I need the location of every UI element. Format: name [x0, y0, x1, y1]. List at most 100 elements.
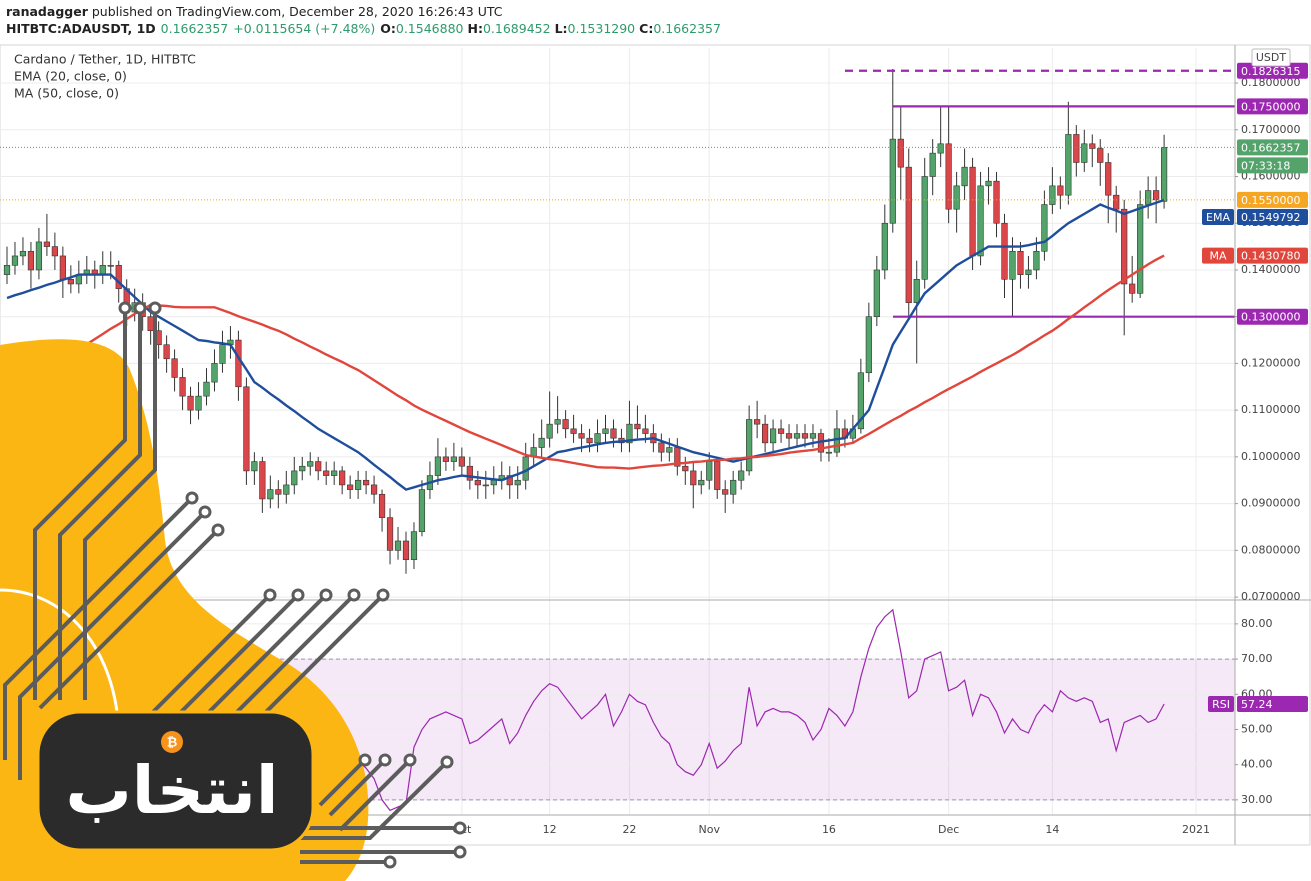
candle-body [51, 246, 58, 257]
candle-body [666, 447, 673, 453]
price: 0.1662357 [161, 21, 229, 36]
series-last-label-bg [1237, 247, 1308, 264]
candle-body [1025, 269, 1032, 275]
x-tick-label: 22 [622, 823, 636, 836]
logo-arc [0, 588, 120, 721]
circuit-end [211, 523, 225, 537]
y-tick-label: 70.00 [1241, 652, 1273, 665]
candle-body [355, 479, 362, 490]
candle-body [897, 138, 904, 168]
circuit [33, 308, 127, 700]
y-tick-label: 0.0800000 [1241, 543, 1301, 556]
circuit-end [198, 505, 212, 519]
level-label-bg [1237, 62, 1308, 79]
candle-body [785, 433, 793, 439]
candle-body [993, 180, 1000, 224]
header-line-2: HITBTC:ADAUSDT, 1D 0.1662357 +0.0115654 (+… [6, 21, 721, 36]
candle-body [1041, 204, 1048, 252]
candle-body [474, 479, 481, 486]
candle-body [602, 428, 609, 434]
series-line [6, 198, 1165, 491]
circuit [38, 528, 220, 710]
candle-body [99, 264, 106, 275]
series-last-label: 0.1430780 [1241, 250, 1301, 263]
candle-body [658, 442, 665, 453]
level-label: 0.1826315 [1241, 65, 1301, 78]
x-tick-label: 14 [1045, 823, 1059, 836]
y-tick-label: 40.00 [1241, 758, 1273, 771]
candle-body [913, 279, 920, 303]
candle-body [1049, 185, 1056, 205]
countdown: 07:33:18 [1241, 159, 1290, 172]
last-price-label: 0.1662357 [1241, 141, 1301, 154]
candle-body [67, 279, 74, 285]
currency-box [1251, 48, 1291, 67]
series-last-label: 0.1549792 [1241, 211, 1301, 224]
circuit-end [453, 821, 467, 835]
candle-body [1033, 250, 1040, 271]
header-line-1: ranadagger published on TradingView.com, … [6, 4, 503, 19]
circuit-end [358, 753, 372, 767]
candle-body [682, 465, 689, 472]
candle-body [690, 470, 697, 486]
candle-body [35, 241, 43, 271]
series-tag-bg [1202, 247, 1234, 264]
candle-body [626, 423, 633, 444]
symbol: HITBTC:ADAUSDT, 1D [6, 21, 156, 36]
candle-body [466, 465, 473, 481]
high-label: H: [467, 21, 482, 36]
candle-body [977, 185, 984, 257]
candle-body [698, 479, 705, 486]
circuit [194, 593, 328, 727]
circuit-end [378, 753, 392, 767]
candle-body [1145, 190, 1152, 205]
candle-body [961, 166, 968, 187]
circuit [300, 760, 449, 840]
series-tag-bg [1208, 695, 1234, 712]
candle-body [706, 461, 713, 481]
y-tick-label: 0.0700000 [1241, 590, 1301, 603]
candle-body [43, 241, 50, 247]
candle-body [769, 428, 777, 444]
x-tick-label: 16 [822, 823, 836, 836]
candle-body [554, 419, 561, 425]
candle-body [546, 423, 553, 439]
candle-body [275, 489, 282, 495]
circuit [138, 593, 272, 727]
candle-body [809, 433, 817, 439]
candle-body [873, 269, 880, 317]
series-tag-bg [1202, 208, 1234, 225]
candle-body [1065, 134, 1072, 196]
candle-body [147, 316, 154, 332]
candle-body [969, 166, 976, 257]
circuit [338, 758, 412, 832]
x-tick-label: 12 [543, 823, 557, 836]
circuit-end [291, 588, 305, 602]
candle-body [339, 470, 346, 486]
candle-body [251, 461, 258, 472]
circuit [18, 510, 207, 780]
candle-body [746, 419, 753, 472]
y-tick-label: 0.1200000 [1241, 356, 1301, 369]
y-tick-label: 0.1800000 [1241, 76, 1301, 89]
candle-body [578, 433, 585, 439]
y-tick-label: 0.1400000 [1241, 263, 1301, 276]
y-tick-label: 0.0900000 [1241, 497, 1301, 510]
circuit-end [185, 491, 199, 505]
candle-body [514, 479, 521, 486]
candle-body [179, 377, 186, 397]
candle-body [1009, 250, 1016, 280]
candle-body [347, 484, 354, 490]
candle-body [722, 489, 729, 495]
candle-body [450, 456, 457, 462]
candle-body [538, 437, 545, 448]
candle-body [458, 456, 465, 467]
open: 0.1546880 [396, 21, 464, 36]
candle-body [307, 461, 314, 467]
circuit [248, 593, 385, 730]
candle-body [59, 255, 66, 280]
candle-body [777, 428, 785, 434]
candle-body [1153, 190, 1160, 201]
close-label: C: [639, 21, 653, 36]
logo-icon: ₿ [167, 736, 178, 751]
